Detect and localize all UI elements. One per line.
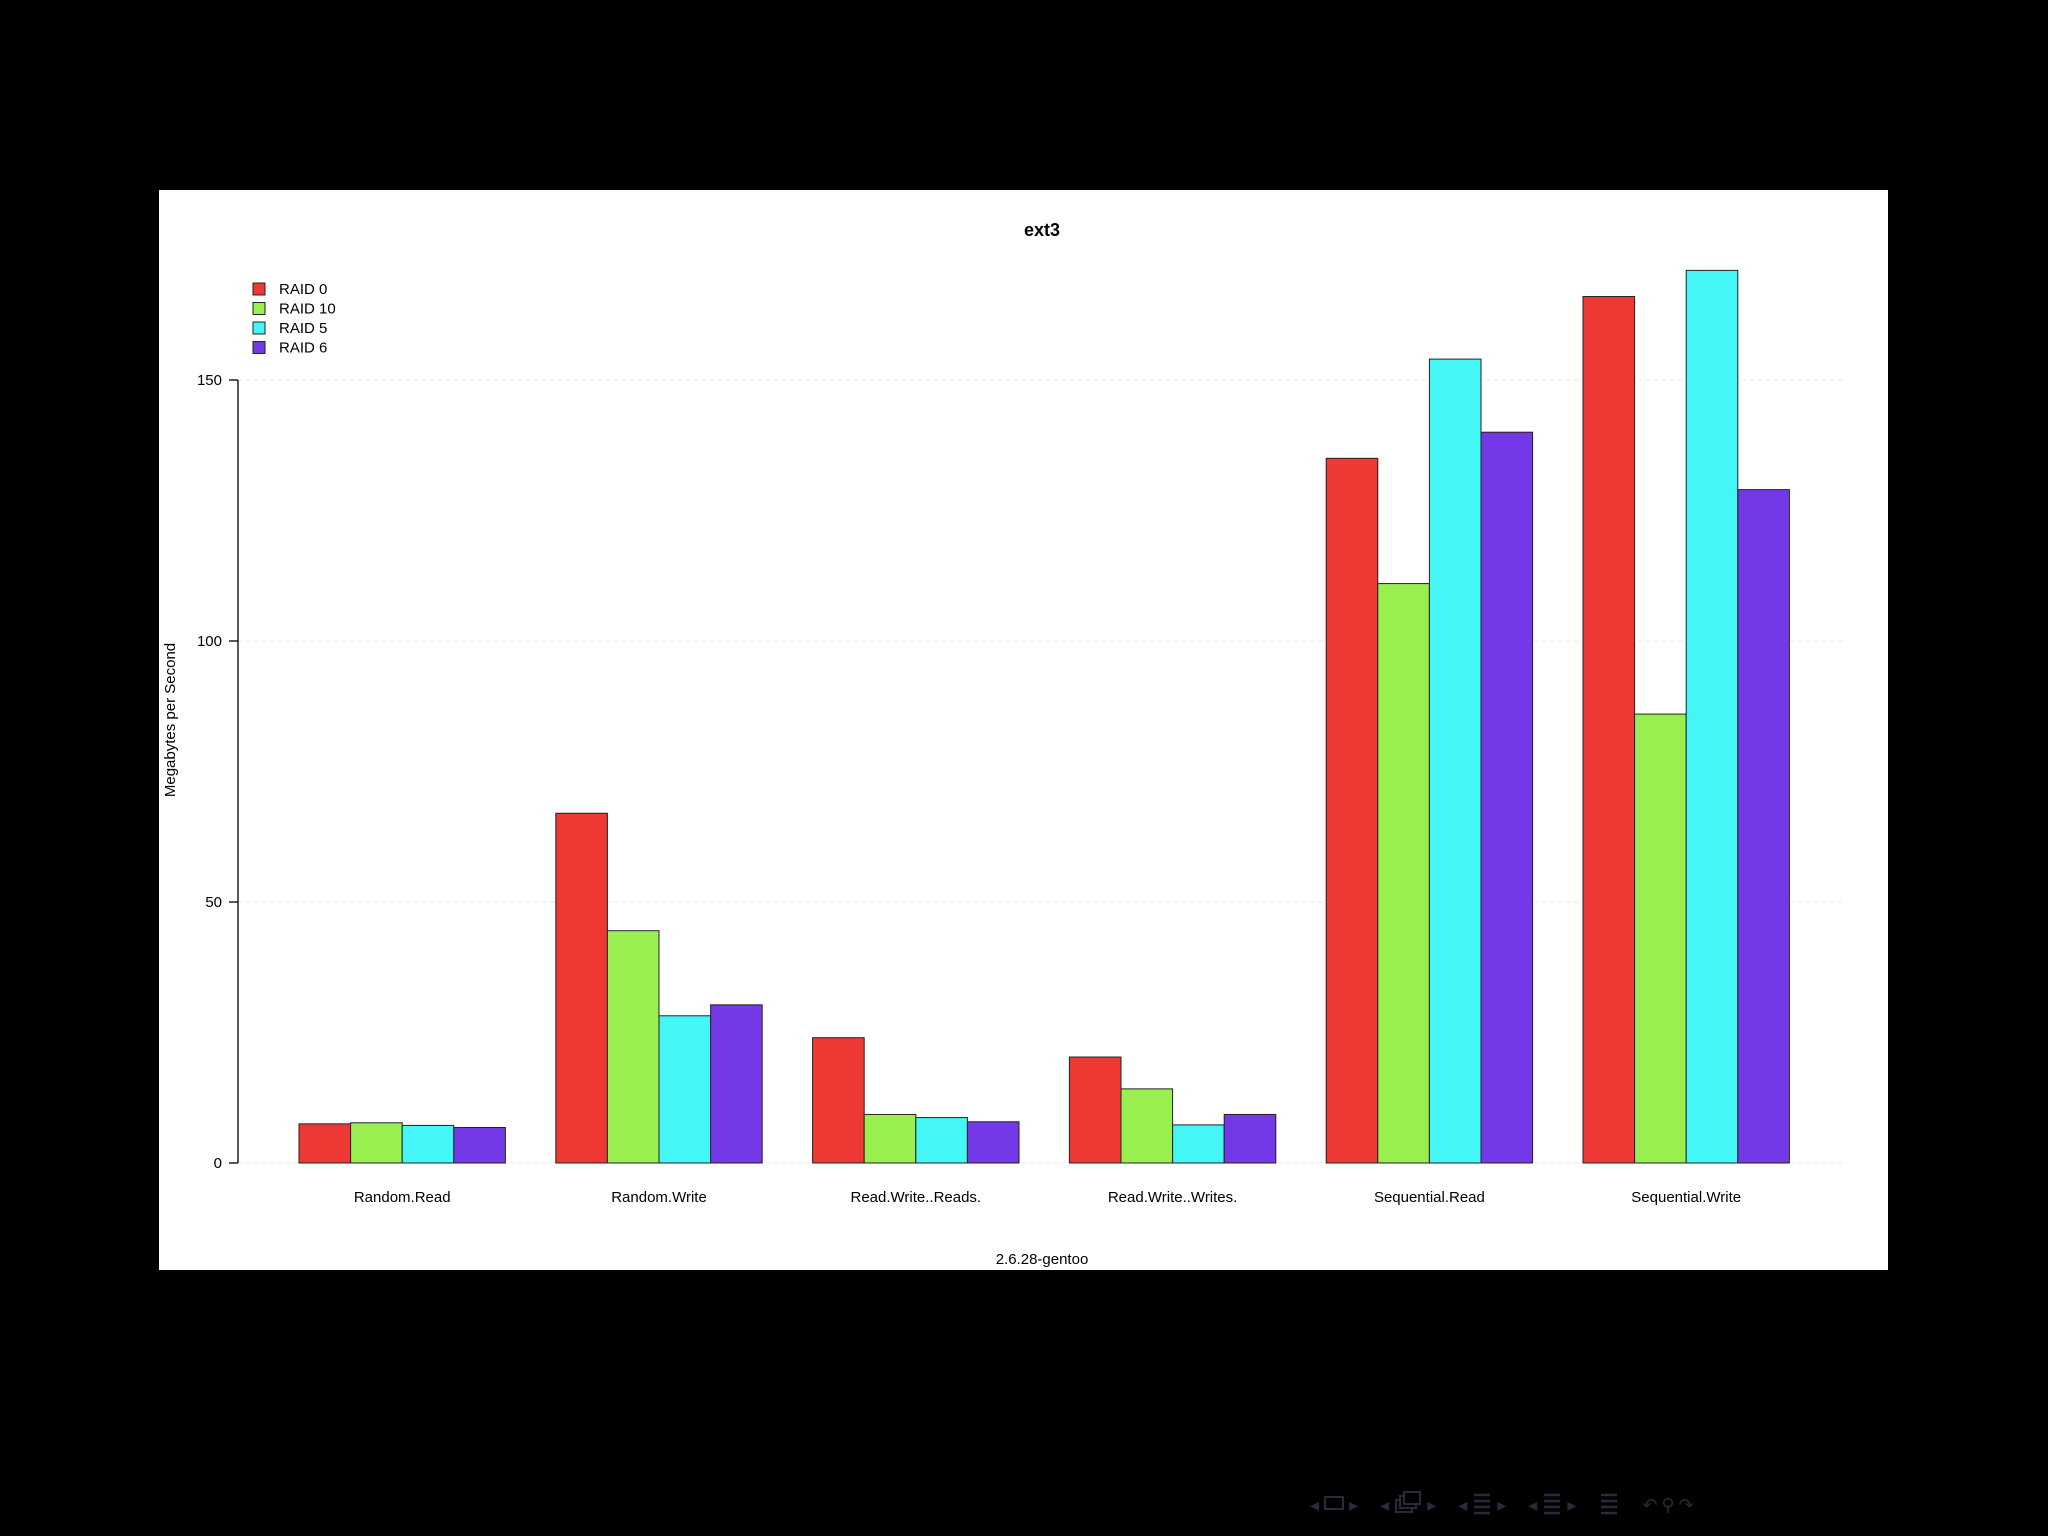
outline-icon[interactable]	[1598, 1491, 1620, 1520]
undo-icon[interactable]: ↶	[1642, 1495, 1658, 1515]
y-axis: 0 50 100 150	[197, 372, 239, 1172]
prev-frame-icon[interactable]: ◂	[1310, 1495, 1320, 1515]
grid-lines	[238, 379, 1847, 1164]
bar-raid-6-sequential-read	[1480, 431, 1534, 1164]
section-icon[interactable]	[1471, 1491, 1493, 1520]
bar-raid-6-random-read	[453, 1127, 506, 1164]
bar-raid-6-random-write	[710, 1004, 763, 1164]
bar-raid-5-sequential-write	[1685, 269, 1739, 1164]
x-tick-label: Random.Write	[611, 1189, 707, 1206]
y-tick-label: 50	[205, 894, 222, 911]
x-tick-label: Sequential.Write	[1631, 1189, 1741, 1206]
prev-section-icon[interactable]: ◂	[1458, 1495, 1468, 1515]
bar-raid-0-sequential-read	[1325, 457, 1379, 1164]
legend-label: RAID 5	[279, 320, 327, 337]
legend-swatch	[252, 302, 266, 315]
section-nav: ◂ ▸	[1458, 1491, 1506, 1520]
slides-icon[interactable]	[1393, 1490, 1423, 1520]
slide-nav: ◂ ▸	[1380, 1490, 1437, 1520]
x-tick-labels: Random.Read Random.Write Read.Write..Reads…	[354, 1189, 1741, 1206]
bar-raid-10-random-write	[606, 930, 660, 1164]
bar-raid-5-read-write--reads-	[915, 1117, 968, 1164]
bar-chart: 0 50 100 150 Random.Read Random.Write Read.Wr…	[162, 220, 1847, 1268]
bar-raid-0-random-write	[555, 812, 608, 1164]
bar-raid-10-sequential-read	[1377, 583, 1430, 1164]
legend-swatch	[252, 341, 266, 354]
bar-raid-5-sequential-read	[1428, 358, 1482, 1164]
bar-raid-6-read-write--writes-	[1223, 1113, 1277, 1164]
beamer-navigation-bar: ◂ ▸ ◂ ▸ ◂ ▸ ◂ ▸ ↶ ⚲ ↷	[1310, 1488, 1708, 1522]
bar-raid-0-read-write--reads-	[812, 1037, 865, 1164]
frame-nav: ◂ ▸	[1310, 1493, 1358, 1517]
bar-raid-10-read-write--reads-	[863, 1113, 917, 1164]
legend-label: RAID 6	[279, 340, 327, 357]
legend: RAID 0 RAID 10 RAID 5 RAID 6	[252, 281, 336, 357]
prev-slide-icon[interactable]: ◂	[1380, 1495, 1390, 1515]
legend-label: RAID 10	[279, 301, 336, 318]
x-tick-label: Random.Read	[354, 1189, 451, 1206]
bars	[298, 269, 1790, 1164]
y-tick-label: 100	[197, 633, 222, 650]
bar-raid-0-random-read	[298, 1123, 352, 1164]
bar-raid-10-read-write--writes-	[1120, 1088, 1174, 1164]
bar-raid-5-read-write--writes-	[1172, 1124, 1225, 1164]
redo-icon[interactable]: ↷	[1678, 1495, 1694, 1515]
subsection-nav: ◂ ▸	[1528, 1491, 1576, 1520]
bar-raid-5-random-read	[401, 1124, 455, 1164]
bar-raid-6-sequential-write	[1737, 489, 1790, 1164]
search-icon[interactable]: ⚲	[1661, 1495, 1675, 1515]
subsection-icon[interactable]	[1541, 1491, 1563, 1520]
bar-raid-10-sequential-write	[1634, 713, 1687, 1164]
search-nav: ↶ ⚲ ↷	[1642, 1493, 1693, 1517]
x-tick-label: Read.Write..Writes.	[1108, 1189, 1237, 1206]
x-axis-label: 2.6.28-gentoo	[996, 1251, 1089, 1268]
prev-subsection-icon[interactable]: ◂	[1528, 1495, 1538, 1515]
y-tick-label: 0	[214, 1155, 222, 1172]
x-tick-label: Sequential.Read	[1374, 1189, 1485, 1206]
chart-title: ext3	[1024, 220, 1060, 240]
legend-swatch	[252, 321, 266, 335]
next-subsection-icon[interactable]: ▸	[1567, 1495, 1577, 1515]
legend-swatch	[252, 282, 266, 296]
next-slide-icon[interactable]: ▸	[1427, 1495, 1437, 1515]
bar-raid-5-random-write	[658, 1015, 712, 1164]
bar-raid-0-sequential-write	[1582, 295, 1636, 1164]
frame-icon[interactable]	[1323, 1494, 1345, 1517]
chart-slide: 0 50 100 150 Random.Read Random.Write Read.Wr…	[159, 190, 1888, 1270]
y-tick-label: 150	[197, 372, 222, 389]
bar-raid-6-read-write--reads-	[966, 1121, 1020, 1164]
outline-nav	[1598, 1491, 1620, 1520]
legend-label: RAID 0	[279, 281, 327, 298]
bar-raid-10-random-read	[350, 1122, 403, 1164]
bar-raid-0-read-write--writes-	[1068, 1056, 1122, 1164]
next-frame-icon[interactable]: ▸	[1349, 1495, 1359, 1515]
x-tick-label: Read.Write..Reads.	[850, 1189, 981, 1206]
y-axis-label: Megabytes per Second	[162, 643, 179, 797]
next-section-icon[interactable]: ▸	[1497, 1495, 1507, 1515]
